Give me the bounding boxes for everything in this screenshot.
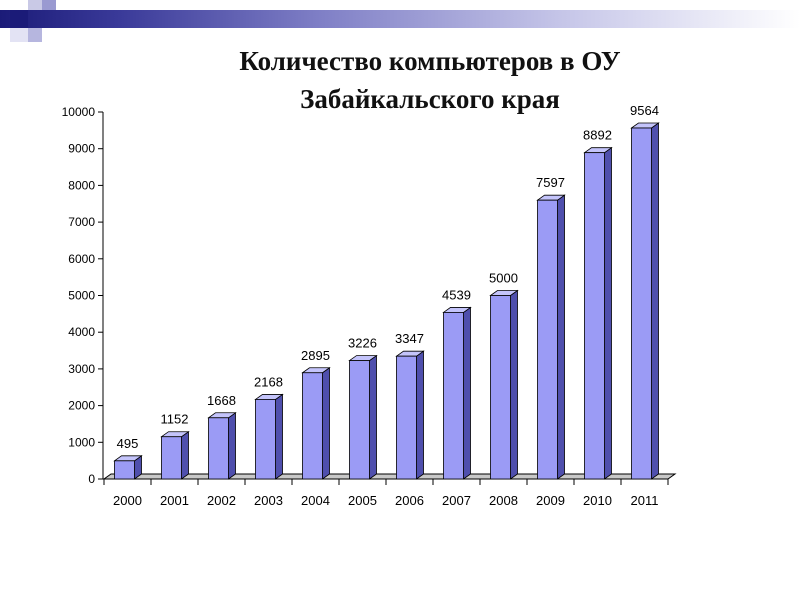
data-label: 3226 [348,336,377,351]
y-tick-label: 9000 [68,142,95,156]
bar-side [416,350,424,480]
bar [396,355,417,480]
bar [490,295,511,480]
decor-square [10,10,28,28]
y-tick-label: 0 [88,472,95,486]
bar [631,127,652,480]
y-tick-label: 7000 [68,215,95,229]
bar [208,417,229,480]
bar-side [181,430,189,480]
decor-square [28,0,42,10]
data-label: 4539 [442,287,471,302]
bar [114,460,135,480]
x-tick-label: 2007 [442,493,471,508]
x-tick-label: 2009 [536,493,565,508]
x-tick-label: 2006 [395,493,424,508]
y-tick-label: 1000 [68,435,95,449]
x-tick-label: 2000 [113,493,142,508]
bar-side [510,289,518,480]
data-label: 1152 [161,412,189,427]
decor-square [28,28,42,42]
bar [537,199,558,480]
data-label: 1668 [207,393,236,408]
bar [443,312,464,480]
x-tick-label: 2011 [631,493,659,508]
x-tick-label: 2008 [489,493,518,508]
y-tick-label: 5000 [68,289,95,303]
bar [584,152,605,480]
data-label: 2168 [254,374,283,389]
data-label: 8892 [583,128,612,143]
bar [255,399,276,480]
y-tick-label: 10000 [62,105,96,119]
chart-title-line-1: Количество компьютеров в ОУ [239,46,621,76]
chart-title: Количество компьютеров в ОУ Забайкальско… [150,42,710,118]
bar [349,360,370,480]
x-tick-label: 2004 [301,493,330,508]
y-tick-label: 4000 [68,325,95,339]
data-label: 9564 [630,103,659,118]
data-label: 2895 [301,348,330,363]
x-tick-label: 2003 [254,493,283,508]
bar-side [275,393,283,480]
bar [161,436,182,480]
decor-square [42,0,56,10]
header-gradient-bar [0,10,800,28]
data-label: 7597 [536,175,565,190]
data-label: 3347 [395,331,424,346]
y-tick-label: 6000 [68,252,95,266]
x-tick-label: 2005 [348,493,377,508]
data-label: 5000 [489,271,518,286]
y-tick-label: 8000 [68,178,95,192]
bar-side [604,146,612,480]
y-tick-label: 2000 [68,399,95,413]
x-tick-label: 2010 [583,493,612,508]
bar-side [228,412,236,480]
decor-square [10,28,28,42]
data-label: 495 [117,436,139,451]
bar-side [651,122,659,480]
x-tick-label: 2002 [207,493,236,508]
bar-side [557,194,565,480]
bar-side [463,306,471,480]
bar [302,372,323,480]
x-tick-label: 2001 [160,493,189,508]
bar-side [322,366,330,480]
y-tick-label: 3000 [68,362,95,376]
chart-title-line-2: Забайкальского края [300,84,560,114]
bar-side [369,354,377,480]
